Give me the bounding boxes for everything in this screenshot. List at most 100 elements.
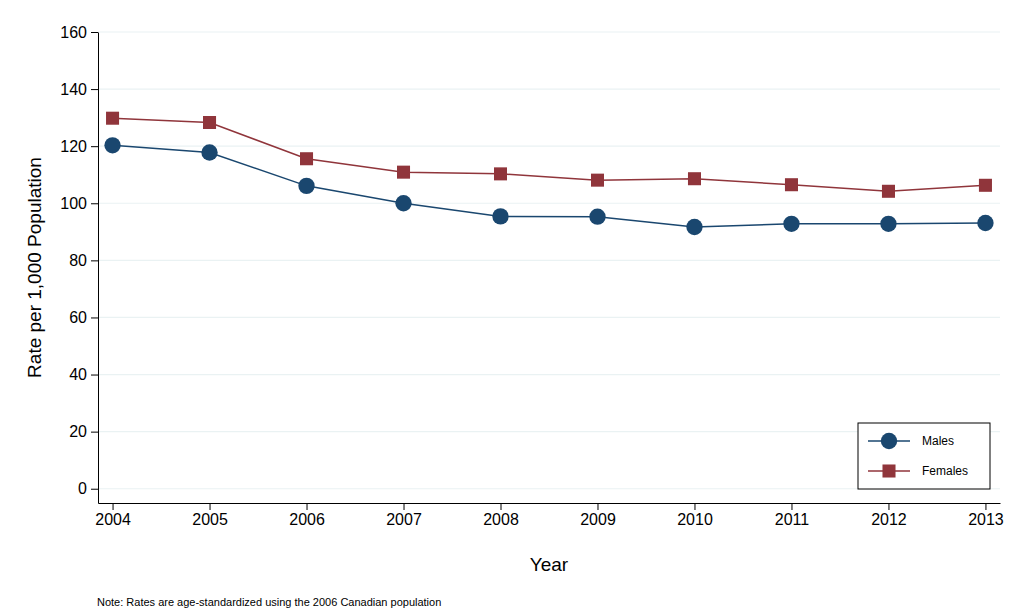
y-tick-mark bbox=[91, 375, 98, 376]
grid-line bbox=[98, 146, 1000, 147]
x-tick-mark bbox=[210, 503, 211, 510]
x-tick-mark bbox=[791, 503, 792, 510]
y-tick-mark bbox=[91, 432, 98, 433]
y-axis-title: Rate per 1,000 Population bbox=[24, 157, 45, 378]
y-tick-label: 80 bbox=[69, 252, 87, 269]
y-tick-label: 40 bbox=[69, 366, 87, 383]
y-tick-label: 120 bbox=[60, 138, 87, 155]
legend-label: Males bbox=[922, 434, 954, 448]
y-tick-label: 20 bbox=[69, 423, 87, 440]
y-axis-line bbox=[98, 33, 99, 504]
x-tick-label: 2005 bbox=[192, 511, 228, 528]
x-tick-label: 2009 bbox=[580, 511, 616, 528]
marks bbox=[104, 112, 993, 235]
y-tick: 160 bbox=[60, 24, 98, 41]
y-tick-label: 0 bbox=[78, 480, 87, 497]
legend-marker bbox=[881, 433, 897, 449]
series-marker bbox=[395, 195, 411, 211]
series-marker bbox=[785, 178, 798, 191]
x-tick-mark bbox=[888, 503, 889, 510]
y-tick: 140 bbox=[60, 81, 98, 98]
series-marker bbox=[201, 144, 217, 160]
x-tick-label: 2013 bbox=[968, 511, 1004, 528]
y-tick-mark bbox=[91, 203, 98, 204]
series-marker bbox=[882, 185, 895, 198]
y-tick-mark bbox=[91, 489, 98, 490]
x-tick-label: 2012 bbox=[871, 511, 907, 528]
series-marker bbox=[492, 208, 508, 224]
plot-area: 0204060801001201401602004200520062007200… bbox=[60, 24, 1004, 529]
x-tick-mark bbox=[307, 503, 308, 510]
x-tick-mark bbox=[113, 503, 114, 510]
series-marker bbox=[397, 166, 410, 179]
series-marker bbox=[298, 178, 314, 194]
series-marker bbox=[591, 174, 604, 187]
legend: Males Females bbox=[858, 423, 990, 489]
x-tick-label: 2011 bbox=[775, 511, 810, 528]
y-tick-mark bbox=[91, 32, 98, 33]
legend-label: Females bbox=[922, 464, 968, 478]
series-line bbox=[113, 145, 986, 227]
x-tick-label: 2006 bbox=[289, 511, 325, 528]
x-axis-line bbox=[99, 503, 1001, 504]
series-marker bbox=[203, 116, 216, 129]
grid bbox=[98, 32, 1000, 489]
series-marker bbox=[300, 152, 313, 165]
x-tick: 2008 bbox=[483, 503, 519, 528]
grid-line bbox=[98, 31, 1000, 32]
x-tick-label: 2008 bbox=[483, 511, 519, 528]
grid-line bbox=[98, 374, 1000, 375]
x-axis-title: Year bbox=[530, 554, 569, 575]
x-tick: 2009 bbox=[580, 503, 616, 528]
x-axis: 2004 2005 2006 2007 2008 2009 2010 2011 2012 2013 bbox=[95, 503, 1004, 528]
y-tick-mark bbox=[91, 260, 98, 261]
y-tick: 40 bbox=[69, 366, 98, 383]
x-tick-label: 2007 bbox=[386, 511, 422, 528]
legend-box bbox=[858, 423, 990, 489]
series-marker bbox=[880, 216, 896, 232]
x-tick: 2007 bbox=[386, 503, 422, 528]
chart: 0204060801001201401602004200520062007200… bbox=[0, 0, 1024, 614]
x-tick: 2013 bbox=[968, 503, 1004, 528]
y-tick: 80 bbox=[69, 252, 98, 269]
series-marker bbox=[977, 215, 993, 231]
y-tick: 60 bbox=[69, 309, 98, 326]
x-tick-label: 2010 bbox=[677, 511, 713, 528]
x-tick-mark bbox=[404, 503, 405, 510]
x-tick-mark bbox=[501, 503, 502, 510]
series-marker bbox=[589, 209, 605, 225]
series-marker bbox=[686, 219, 702, 235]
series-marker bbox=[783, 216, 799, 232]
x-tick-label: 2004 bbox=[95, 511, 131, 528]
grid-line bbox=[98, 317, 1000, 318]
x-tick-mark bbox=[694, 503, 695, 510]
y-tick-mark bbox=[91, 89, 98, 90]
x-tick-mark bbox=[985, 503, 986, 510]
series-line bbox=[113, 118, 986, 191]
legend-item: Males bbox=[868, 433, 954, 449]
x-tick: 2005 bbox=[192, 503, 228, 528]
series-marker bbox=[979, 179, 992, 192]
series-marker bbox=[106, 112, 119, 125]
y-tick-label: 140 bbox=[60, 81, 87, 98]
y-tick: 0 bbox=[78, 480, 98, 497]
legend-marker bbox=[882, 464, 895, 477]
x-tick: 2004 bbox=[95, 503, 131, 528]
series-marker bbox=[104, 137, 120, 153]
x-tick-mark bbox=[597, 503, 598, 510]
y-tick: 120 bbox=[60, 138, 98, 155]
note: Note: Rates are age-standardized using t… bbox=[97, 596, 441, 608]
y-tick: 100 bbox=[60, 195, 98, 212]
y-tick: 20 bbox=[69, 423, 98, 440]
legend-item: Females bbox=[868, 464, 968, 478]
grid-line bbox=[98, 203, 1000, 204]
x-tick: 2010 bbox=[677, 503, 713, 528]
x-tick: 2006 bbox=[289, 503, 325, 528]
grid-line bbox=[98, 88, 1000, 89]
x-tick: 2012 bbox=[871, 503, 907, 528]
x-tick: 2011 bbox=[775, 503, 810, 528]
grid-line bbox=[98, 260, 1000, 261]
y-tick-mark bbox=[91, 146, 98, 147]
y-axis: 0 20 40 60 80 100 120 140 160 bbox=[60, 24, 98, 504]
y-tick-mark bbox=[91, 317, 98, 318]
